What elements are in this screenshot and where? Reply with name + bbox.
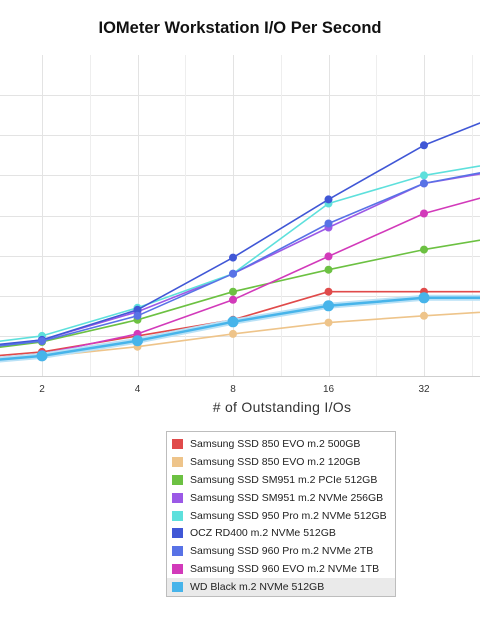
x-axis-label: # of Outstanding I/Os xyxy=(212,399,352,415)
series-ocz-rd400-m-2-nvme-512gb xyxy=(0,122,480,346)
x-tick-label-8: 8 xyxy=(230,384,236,395)
series-samsung-ssd-960-pro-m-2-nvme-2tb xyxy=(0,171,480,347)
data-point-ocz-rd400-m-2-nvme-512gb-32 xyxy=(420,141,428,150)
legend-label: Samsung SSD 950 Pro m.2 NVMe 512GB xyxy=(190,509,387,522)
chart-title: IOMeter Workstation I/O Per Second xyxy=(98,19,382,37)
legend-item-samsung-ssd-960-pro-m-2-nvme-2tb[interactable]: Samsung SSD 960 Pro m.2 NVMe 2TB xyxy=(167,542,395,560)
data-point-samsung-ssd-sm951-m-2-pcie-512gb-16 xyxy=(324,265,333,274)
legend-item-ocz-rd400-m-2-nvme-512gb[interactable]: OCZ RD400 m.2 NVMe 512GB xyxy=(167,524,395,542)
data-point-wd-black-m-2-nvme-512gb-8 xyxy=(227,316,239,328)
x-tick-label-2: 2 xyxy=(39,384,45,395)
legend-label: Samsung SSD 960 EVO m.2 NVMe 1TB xyxy=(190,563,380,576)
legend-label: Samsung SSD SM951 m.2 PCIe 512GB xyxy=(190,473,378,486)
legend-label: OCZ RD400 m.2 NVMe 512GB xyxy=(190,527,336,540)
data-point-samsung-ssd-950-pro-m-2-nvme-512gb-32 xyxy=(420,171,428,180)
series-samsung-ssd-960-evo-m-2-nvme-1tb xyxy=(0,197,480,359)
legend-label: Samsung SSD SM951 m.2 NVMe 256GB xyxy=(190,491,384,504)
legend-item-samsung-ssd-850-evo-m-2-500gb[interactable]: Samsung SSD 850 EVO m.2 500GB xyxy=(167,435,395,453)
series-line-samsung-ssd-sm951-m-2-pcie-512gb xyxy=(0,239,480,348)
series-wd-black-m-2-nvme-512gb xyxy=(0,292,480,363)
legend-swatch xyxy=(172,474,183,485)
data-point-wd-black-m-2-nvme-512gb-32 xyxy=(418,292,430,304)
grid-layer xyxy=(0,55,480,377)
data-point-wd-black-m-2-nvme-512gb-16 xyxy=(323,300,334,312)
data-point-samsung-ssd-850-evo-m-2-120gb-32 xyxy=(420,311,428,320)
x-tick-label-16: 16 xyxy=(323,384,335,395)
data-point-samsung-ssd-sm951-m-2-pcie-512gb-32 xyxy=(420,245,428,254)
legend-swatch xyxy=(172,510,183,521)
data-point-samsung-ssd-960-evo-m-2-nvme-1tb-8 xyxy=(229,295,237,304)
data-point-ocz-rd400-m-2-nvme-512gb-16 xyxy=(324,195,333,204)
data-point-samsung-ssd-850-evo-m-2-500gb-16 xyxy=(324,287,333,296)
data-point-ocz-rd400-m-2-nvme-512gb-8 xyxy=(229,253,237,262)
x-tick-labels: 2 4 8 16 32 xyxy=(39,384,430,395)
data-point-samsung-ssd-850-evo-m-2-120gb-8 xyxy=(229,329,237,338)
series-line-samsung-ssd-sm951-m-2-nvme-256gb xyxy=(0,173,480,346)
legend-item-samsung-ssd-sm951-m-2-pcie-512gb[interactable]: Samsung SSD SM951 m.2 PCIe 512GB xyxy=(167,471,395,489)
legend-item-samsung-ssd-950-pro-m-2-nvme-512gb[interactable]: Samsung SSD 950 Pro m.2 NVMe 512GB xyxy=(167,507,395,525)
legend-label: Samsung SSD 960 Pro m.2 NVMe 2TB xyxy=(190,545,374,558)
data-point-samsung-ssd-sm951-m-2-pcie-512gb-8 xyxy=(229,287,237,296)
legend-label: Samsung SSD 850 EVO m.2 120GB xyxy=(190,455,361,468)
data-point-ocz-rd400-m-2-nvme-512gb-4 xyxy=(133,305,142,314)
x-tick-label-32: 32 xyxy=(418,384,430,395)
legend-swatch xyxy=(172,456,183,467)
legend-swatch xyxy=(172,492,183,503)
data-point-samsung-ssd-960-evo-m-2-nvme-1tb-16 xyxy=(324,252,333,261)
legend-label: Samsung SSD 850 EVO m.2 500GB xyxy=(190,437,361,450)
series-layer xyxy=(0,122,480,363)
series-line-ocz-rd400-m-2-nvme-512gb xyxy=(0,122,480,346)
legend-item-samsung-ssd-960-evo-m-2-nvme-1tb[interactable]: Samsung SSD 960 EVO m.2 NVMe 1TB xyxy=(167,560,395,578)
data-point-samsung-ssd-850-evo-m-2-120gb-16 xyxy=(324,318,333,327)
legend-swatch xyxy=(172,546,183,557)
series-line-samsung-ssd-960-pro-m-2-nvme-2tb xyxy=(0,171,480,347)
data-point-samsung-ssd-960-pro-m-2-nvme-2tb-4 xyxy=(133,311,142,320)
legend-item-samsung-ssd-850-evo-m-2-120gb[interactable]: Samsung SSD 850 EVO m.2 120GB xyxy=(167,453,395,471)
data-point-samsung-ssd-960-pro-m-2-nvme-2tb-16 xyxy=(324,219,333,228)
data-point-samsung-ssd-960-pro-m-2-nvme-2tb-2 xyxy=(38,337,46,346)
legend-label: WD Black m.2 NVMe 512GB xyxy=(190,581,325,594)
series-samsung-ssd-sm951-m-2-pcie-512gb xyxy=(0,239,480,348)
series-line-samsung-ssd-960-evo-m-2-nvme-1tb xyxy=(0,197,480,359)
x-tick-label-4: 4 xyxy=(135,384,141,395)
data-point-wd-black-m-2-nvme-512gb-2 xyxy=(36,350,48,362)
data-point-wd-black-m-2-nvme-512gb-4 xyxy=(132,335,143,347)
legend-swatch xyxy=(172,582,183,593)
data-point-samsung-ssd-960-pro-m-2-nvme-2tb-8 xyxy=(229,269,237,278)
legend-swatch xyxy=(172,564,183,575)
legend-item-samsung-ssd-sm951-m-2-nvme-256gb[interactable]: Samsung SSD SM951 m.2 NVMe 256GB xyxy=(167,489,395,507)
data-point-samsung-ssd-960-pro-m-2-nvme-2tb-32 xyxy=(420,179,428,188)
chart-legend: Samsung SSD 850 EVO m.2 500GB Samsung SSD… xyxy=(166,431,396,597)
legend-item-wd-black-m-2-nvme-512gb[interactable]: WD Black m.2 NVMe 512GB xyxy=(167,578,395,597)
legend-swatch xyxy=(172,528,183,539)
data-point-samsung-ssd-960-evo-m-2-nvme-1tb-32 xyxy=(420,209,428,218)
legend-swatch xyxy=(172,438,183,449)
series-samsung-ssd-sm951-m-2-nvme-256gb xyxy=(0,173,480,346)
